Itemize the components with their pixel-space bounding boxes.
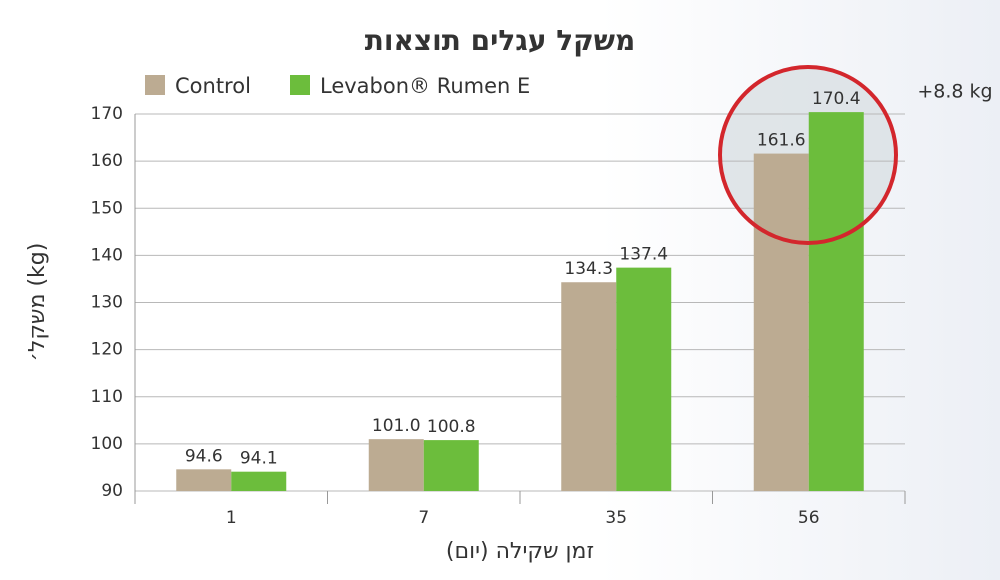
y-tick-label: 150 — [91, 198, 123, 218]
bar — [423, 440, 479, 491]
chart-title: משקל עגלים תוצאות — [365, 24, 636, 57]
y-tick-label: 120 — [91, 340, 123, 360]
legend-label: Levabon® Rumen E — [320, 74, 530, 98]
y-tick-label: 90 — [101, 481, 123, 501]
y-tick-label: 160 — [91, 151, 123, 171]
bar — [368, 439, 424, 491]
legend-swatch — [145, 75, 165, 95]
value-label: 100.8 — [427, 417, 476, 437]
y-tick-label: 110 — [91, 387, 123, 407]
bar — [561, 282, 617, 491]
bar — [753, 153, 809, 491]
value-label: 101.0 — [372, 416, 421, 436]
x-tick-label: 56 — [798, 508, 820, 528]
value-label: 161.6 — [757, 131, 806, 151]
bar — [176, 469, 232, 491]
bar — [231, 471, 287, 491]
x-axis-label: זמן שקילה (יום) — [446, 539, 594, 564]
x-tick-label: 35 — [605, 508, 627, 528]
annotation: +8.8 kg — [917, 81, 992, 103]
plot: 90 100 110 120 130 140 150 160 170 Control Levabon… — [91, 74, 906, 528]
value-label: 94.6 — [185, 446, 223, 466]
bar — [616, 267, 672, 491]
y-axis-label: משקל׳ (kg) — [25, 243, 50, 362]
value-label: 134.3 — [564, 259, 613, 279]
x-tick-label: 1 — [226, 508, 237, 528]
legend-swatch — [290, 75, 310, 95]
y-tick-label: 130 — [91, 293, 123, 313]
y-tick-label: 140 — [91, 245, 123, 265]
bar — [808, 112, 864, 492]
value-label: 94.1 — [240, 449, 278, 469]
value-label: 137.4 — [619, 245, 668, 265]
highlight-circle — [718, 65, 898, 245]
value-label: 170.4 — [812, 89, 861, 109]
y-tick-label: 170 — [91, 104, 123, 124]
legend-label: Control — [175, 74, 251, 98]
y-tick-label: 100 — [91, 434, 123, 454]
x-tick-label: 7 — [418, 508, 429, 528]
